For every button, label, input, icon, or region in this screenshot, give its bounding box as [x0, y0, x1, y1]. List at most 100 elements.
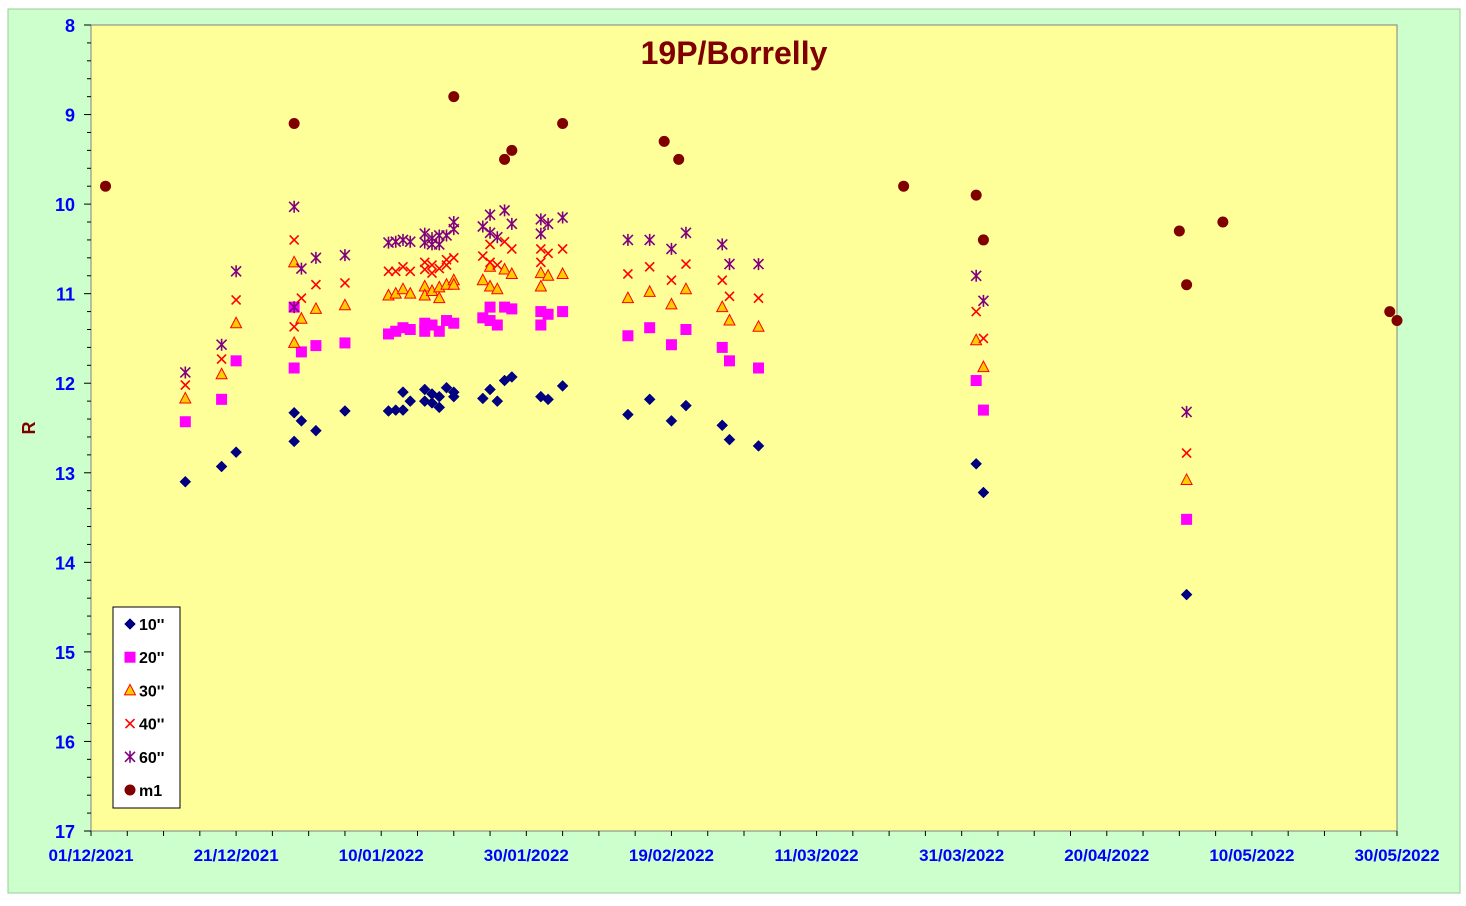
data-point: [715, 300, 729, 313]
data-point: [1391, 315, 1403, 327]
data-point: [644, 233, 656, 246]
y-tick-label: 9: [65, 106, 75, 126]
data-point: [339, 277, 351, 288]
data-point: [419, 325, 431, 337]
data-point: [753, 293, 764, 304]
data-point: [426, 319, 438, 331]
data-point: [557, 118, 569, 130]
data-point: [483, 279, 497, 292]
legend-marker: [124, 750, 136, 763]
data-point: [898, 180, 910, 192]
data-point: [1181, 513, 1193, 525]
legend-label: 40'': [139, 717, 164, 734]
data-point: [404, 395, 417, 407]
data-point: [230, 355, 242, 367]
data-point: [622, 408, 634, 421]
data-point: [622, 233, 634, 246]
data-point: [295, 262, 307, 275]
data-point: [216, 353, 227, 365]
data-point: [543, 248, 554, 259]
y-tick-label: 17: [55, 822, 75, 842]
data-point: [484, 226, 496, 239]
data-point: [295, 414, 308, 427]
data-point: [491, 395, 504, 407]
data-point: [680, 226, 692, 239]
x-tick-label: 21/12/2021: [194, 846, 279, 865]
legend-marker: [124, 718, 136, 729]
series-2: [178, 255, 1193, 485]
data-point: [1384, 306, 1396, 318]
data-point: [178, 391, 192, 404]
data-point: [230, 446, 242, 459]
data-point: [404, 323, 416, 335]
data-point: [679, 282, 693, 295]
data-point: [179, 366, 191, 379]
data-point: [535, 227, 547, 240]
legend-label: 10'': [139, 617, 164, 634]
data-point: [289, 321, 300, 332]
data-point: [390, 266, 401, 277]
data-point: [295, 346, 307, 358]
data-point: [643, 393, 656, 406]
data-point: [433, 325, 445, 337]
data-point: [665, 242, 678, 255]
data-point: [426, 397, 438, 409]
data-point: [432, 291, 446, 304]
data-point: [404, 235, 416, 248]
data-point: [397, 386, 409, 399]
data-point: [397, 322, 409, 334]
data-point: [289, 234, 300, 245]
data-point: [491, 319, 503, 331]
data-point: [383, 266, 394, 277]
data-point: [1217, 216, 1229, 228]
data-point: [723, 313, 736, 326]
legend-label: 60'': [139, 750, 164, 767]
data-point: [970, 375, 982, 387]
legend-marker: [124, 784, 136, 796]
data-point: [390, 235, 402, 248]
data-point: [448, 216, 460, 229]
series-1: [179, 301, 1193, 525]
data-point: [433, 238, 445, 251]
data-point: [230, 265, 242, 278]
data-point: [752, 258, 765, 271]
data-point: [179, 475, 192, 488]
x-tick-label: 31/03/2022: [919, 846, 1004, 865]
data-point: [216, 338, 228, 351]
x-tick-label: 10/05/2022: [1209, 846, 1294, 865]
data-point: [753, 362, 765, 374]
data-point: [397, 233, 409, 246]
data-point: [723, 355, 735, 367]
data-point: [970, 457, 983, 470]
data-point: [970, 269, 982, 282]
data-point: [476, 273, 490, 286]
data-point: [658, 135, 670, 147]
data-point: [716, 341, 728, 353]
data-point: [499, 204, 511, 217]
data-point: [491, 231, 503, 244]
x-tick-label: 01/12/2021: [48, 846, 133, 865]
data-point: [288, 362, 300, 374]
data-point: [1180, 588, 1193, 601]
data-point: [339, 337, 351, 349]
data-point: [541, 268, 555, 281]
data-point: [492, 259, 503, 271]
y-tick-label: 10: [55, 195, 75, 215]
data-point: [499, 301, 511, 313]
data-point: [433, 390, 446, 403]
x-axis-tick-labels: 01/12/2021 21/12/2021 10/01/2022 30/01/2022…: [48, 846, 1439, 865]
legend-marker: [124, 618, 136, 630]
data-point: [382, 328, 394, 340]
data-point: [396, 282, 410, 295]
data-point: [506, 144, 518, 156]
data-point: [216, 393, 228, 405]
data-point: [477, 312, 489, 324]
data-point: [535, 257, 546, 268]
legend-marker: [123, 683, 137, 696]
x-tick-label: 10/01/2022: [339, 846, 424, 865]
data-point: [419, 257, 430, 268]
data-point: [484, 208, 496, 221]
data-point: [288, 200, 300, 213]
data-point: [448, 91, 460, 103]
